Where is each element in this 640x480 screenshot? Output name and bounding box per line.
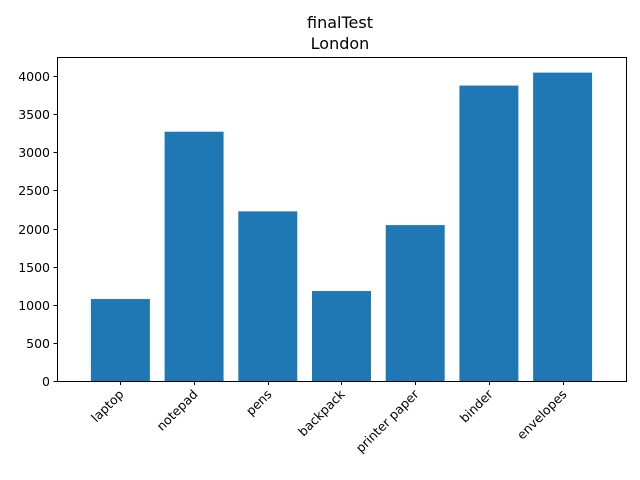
y-tick-label: 4000: [18, 69, 50, 84]
bars-group: [90, 72, 593, 382]
plot-frame: [57, 57, 627, 382]
y-tick-label: 3000: [18, 145, 50, 160]
bar-pens: [238, 211, 298, 381]
x-tick-label: printer paper: [353, 386, 423, 456]
bar-laptop: [90, 299, 150, 381]
y-axis: 0 500 1000 1500 2000 2500 3000 3500 4000: [18, 69, 58, 389]
x-tick-label: envelopes: [514, 387, 570, 443]
chart-title: finalTest: [307, 13, 373, 32]
bar-binder: [459, 85, 519, 382]
x-tick-label: pens: [243, 387, 275, 419]
x-axis: laptop notepad pens backpack printer paper bi…: [88, 381, 570, 456]
bar-printer-paper: [385, 225, 445, 381]
x-tick-label: backpack: [295, 386, 348, 439]
y-tick-label: 1500: [18, 260, 50, 275]
x-tick-label: binder: [457, 386, 497, 426]
y-tick-label: 2500: [18, 183, 50, 198]
chart-subtitle: London: [311, 34, 370, 53]
bar-backpack: [312, 291, 371, 381]
y-tick-label: 500: [26, 336, 50, 351]
x-tick-label: notepad: [153, 387, 200, 434]
y-tick-label: 1000: [18, 298, 50, 313]
bar-notepad: [164, 131, 224, 381]
y-tick-label: 2000: [18, 222, 50, 237]
y-tick-label: 0: [42, 374, 50, 389]
bar-envelopes: [533, 72, 593, 381]
x-tick-label: laptop: [88, 386, 127, 425]
y-tick-label: 3500: [18, 107, 50, 122]
